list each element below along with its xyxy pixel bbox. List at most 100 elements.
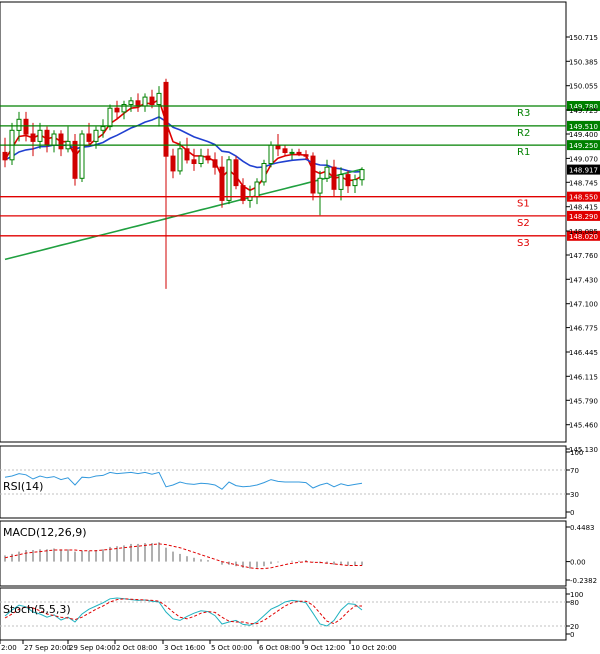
- current-price-box: [567, 164, 600, 175]
- candle-body: [240, 185, 246, 201]
- candle-body: [317, 177, 323, 194]
- level-name-r3: R3: [517, 108, 530, 119]
- candle-body: [37, 129, 43, 142]
- price-axis: 150.715 150.385 150.055 149.725 149.400 149.0…: [566, 34, 598, 454]
- candle-body: [282, 148, 288, 154]
- macd-panel[interactable]: MACD(12,26,9) 0.4483 0.00 -0.2382: [3, 524, 597, 585]
- panel-frames: [0, 1, 567, 641]
- candle-body: [233, 159, 239, 187]
- price-tick-label: 145.460: [569, 422, 598, 430]
- candle-body: [359, 169, 365, 181]
- candle-body: [142, 96, 148, 107]
- rsi-tick-label: 0: [570, 509, 574, 517]
- stoch-signal-line: [4, 598, 362, 625]
- candle-body: [163, 81, 169, 157]
- stoch-tick-label: 20: [570, 623, 579, 631]
- candle-body: [23, 118, 29, 135]
- price-tick-label: 149.400: [569, 131, 598, 139]
- candle-body: [58, 133, 64, 150]
- rsi-line: [4, 471, 363, 490]
- candle-body: [156, 92, 162, 106]
- macd-title: MACD(12,26,9): [3, 526, 87, 539]
- level-name-r2: R2: [517, 128, 530, 139]
- candle-body: [303, 154, 309, 157]
- candle-body: [296, 151, 302, 156]
- macd-tick-label: 0.00: [570, 559, 586, 567]
- ma-fast-line: [4, 98, 363, 192]
- level-price-box-s2: [567, 210, 600, 221]
- candle-body: [135, 100, 141, 107]
- candle-body: [86, 133, 92, 142]
- level-price-s2: 148.290: [569, 213, 598, 221]
- macd-frame: [0, 520, 567, 587]
- price-tick-label: 149.070: [569, 155, 598, 163]
- candle-body: [16, 118, 22, 131]
- price-tick-label: 150.715: [569, 34, 598, 42]
- candle-body: [170, 155, 176, 172]
- candle-body: [324, 166, 330, 179]
- candle-body: [352, 179, 358, 187]
- price-tick-label: 145.130: [569, 446, 598, 454]
- stoch-main-line: [4, 597, 363, 627]
- price-tick-label: 148.085: [569, 228, 598, 236]
- level-name-s3: S3: [517, 238, 530, 249]
- level-price-s3: 148.020: [569, 233, 598, 241]
- candle-body: [226, 159, 232, 201]
- time-tick-label: 27 Sep 20:00: [24, 644, 71, 652]
- price-tick-label: 148.415: [569, 204, 598, 212]
- rsi-tick-label: 30: [570, 491, 579, 499]
- candle-body: [2, 151, 8, 161]
- level-price-r3: 149.780: [569, 103, 598, 111]
- current-price-label: 148.917: [569, 167, 598, 175]
- macd-tick-label: 0.4483: [570, 524, 595, 532]
- time-tick-label: 3 Oct 16:00: [164, 644, 205, 652]
- level-price-box-r3: [567, 101, 600, 111]
- price-tick-label: 146.775: [569, 325, 598, 333]
- macd-signal-line: [4, 543, 362, 570]
- candle-body: [268, 144, 274, 165]
- time-tick-label: 6 Oct 08:00: [259, 644, 300, 652]
- time-tick-label: 29 Sep 04:00: [69, 644, 116, 652]
- rsi-panel[interactable]: RSI(14) 100 70 30 0: [0, 449, 583, 517]
- price-tick-label: 146.445: [569, 349, 598, 357]
- candle-body: [345, 174, 351, 187]
- price-panel[interactable]: R3 149.780 R2 149.510 R1 149.250 S1 148.550 S2 14…: [0, 78, 600, 289]
- candle-body: [219, 166, 225, 201]
- candle-body: [30, 133, 36, 142]
- candle-body: [114, 107, 120, 113]
- rsi-tick-label: 100: [570, 449, 583, 457]
- rsi-tick-label: 70: [570, 467, 579, 475]
- candle-body: [331, 166, 337, 190]
- candle-body: [79, 133, 85, 179]
- candle-body: [51, 133, 57, 146]
- level-price-box-r2: [567, 120, 600, 131]
- candle-body: [338, 174, 344, 190]
- price-tick-label: 149.725: [569, 107, 598, 115]
- candle-body: [121, 104, 127, 113]
- ma-slow-line: [4, 168, 363, 261]
- stoch-tick-label: 0: [570, 631, 574, 639]
- candle-body: [100, 126, 106, 131]
- price-tick-label: 146.115: [569, 373, 598, 381]
- candle-body: [72, 140, 78, 179]
- time-tick-label: 5 Oct 00:00: [211, 644, 252, 652]
- stoch-tick-label: 100: [570, 591, 583, 599]
- candle-body: [212, 159, 218, 168]
- rsi-frame: [0, 445, 567, 519]
- candle-body: [128, 100, 134, 106]
- candle-body: [261, 163, 267, 183]
- price-tick-label: 147.100: [569, 301, 598, 309]
- candle-body: [44, 129, 50, 146]
- candle-body: [177, 148, 183, 172]
- candle-body: [93, 129, 99, 142]
- candle-body: [107, 107, 113, 128]
- level-name-s1: S1: [517, 199, 530, 210]
- price-tick-label: 148.745: [569, 179, 598, 187]
- price-tick-label: 147.430: [569, 276, 598, 284]
- price-tick-label: 150.055: [569, 83, 598, 91]
- level-price-box-s3: [567, 230, 600, 241]
- time-tick-label: 10 Oct 20:00: [351, 644, 397, 652]
